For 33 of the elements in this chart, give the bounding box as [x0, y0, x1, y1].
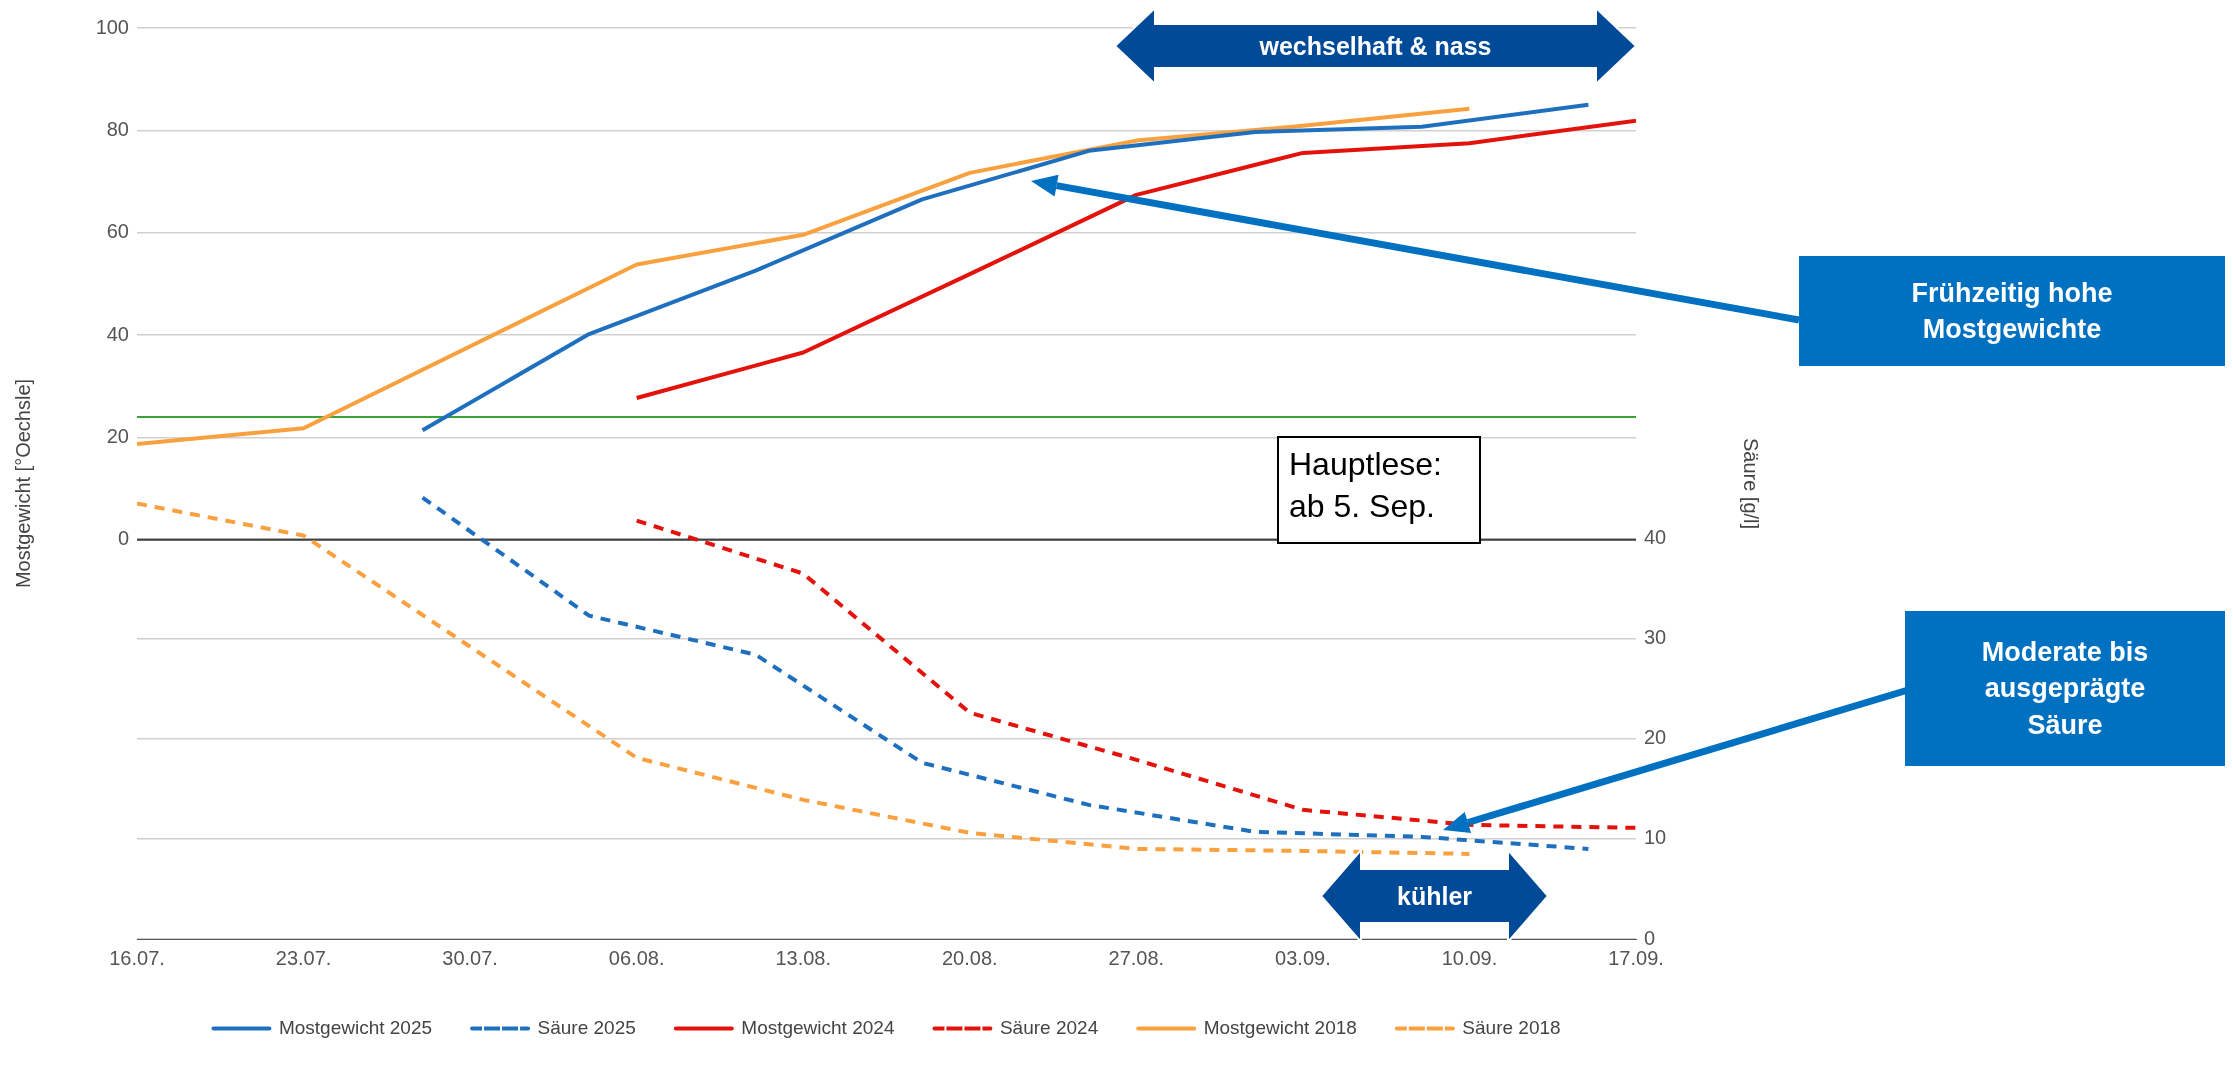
y2-tick-label: 0: [1644, 926, 1656, 949]
x-tick-label: 16.07.: [109, 946, 165, 969]
legend-label: Säure 2025: [537, 1016, 636, 1038]
annotation: Hauptlese: ab 5. Sep.: [1277, 436, 1481, 544]
y-tick-label: 20: [106, 424, 129, 447]
legend-label: Mostgewicht 2025: [278, 1016, 433, 1038]
legend-label: Säure 2018: [1462, 1016, 1561, 1038]
y-tick-label: 40: [106, 322, 129, 345]
x-tick-label: 06.08.: [608, 946, 665, 969]
text: Moderate bis ausgeprägte Säure: [1905, 611, 2225, 766]
line-series: [420, 495, 1591, 851]
legend-label: Säure 2024: [999, 1016, 1099, 1038]
y-tick-label: 100: [95, 15, 129, 38]
x-tick-label: 17.09.: [1608, 946, 1664, 969]
y-tick-label: 60: [106, 220, 129, 243]
text: Frühzeitig hohe Mostgewichte: [1799, 256, 2225, 366]
y2-axis-title: Säure [g/l]: [1740, 437, 1763, 530]
x-tick-label: 03.09.: [1275, 946, 1331, 969]
x-tick-label: 27.08.: [1108, 946, 1165, 969]
y-tick-label: 80: [106, 117, 129, 140]
x-tick-label: 30.07.: [442, 946, 498, 969]
x-tick-label: 20.08.: [941, 946, 998, 969]
y2-tick-label: 20: [1644, 726, 1667, 749]
x-tick-label: 23.07.: [275, 946, 332, 969]
legend-label: Mostgewicht 2024: [741, 1016, 895, 1038]
y2-tick-label: 40: [1644, 526, 1667, 549]
legend-label: Mostgewicht 2018: [1203, 1016, 1357, 1038]
x-tick-label: 13.08.: [775, 946, 832, 969]
y-axis-title: Mostgewicht [°Oechsle]: [11, 378, 34, 589]
y-tick-label: 0: [117, 527, 129, 550]
y2-tick-label: 10: [1644, 826, 1667, 849]
y2-tick-label: 30: [1644, 626, 1667, 649]
x-tick-label: 10.09.: [1441, 946, 1498, 969]
